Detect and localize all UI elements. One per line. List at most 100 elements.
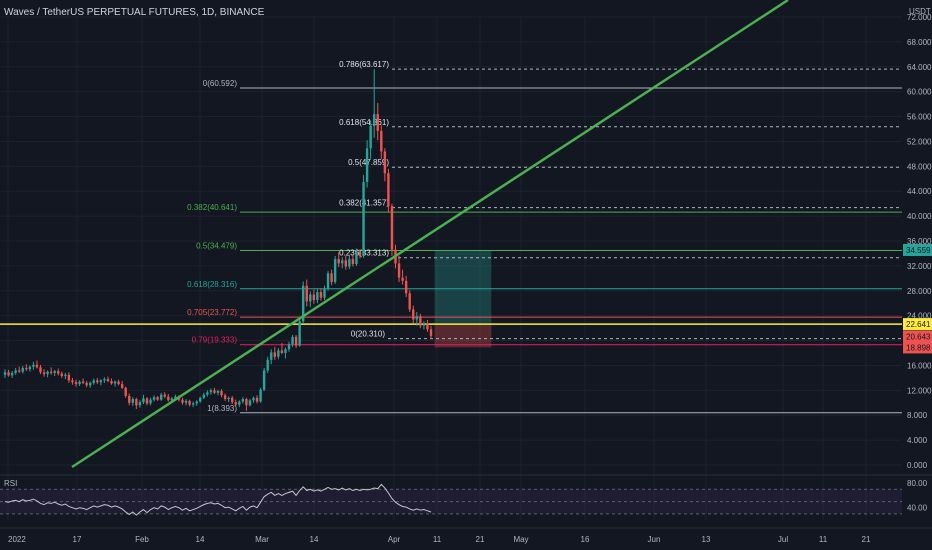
candle-body — [380, 130, 383, 152]
candle-body — [89, 382, 92, 386]
candle-body — [277, 350, 280, 357]
candle-body — [270, 352, 273, 360]
candle-body — [74, 382, 78, 385]
candle-body — [262, 370, 266, 390]
candle-body — [245, 399, 248, 406]
candle-body — [341, 260, 344, 264]
candle-body — [145, 398, 149, 404]
candle-body — [266, 359, 269, 371]
candle-body — [49, 371, 53, 373]
fib-level-label: 0.382(40.641) — [187, 203, 237, 212]
candle-body — [128, 395, 131, 403]
candle-body — [53, 371, 56, 373]
fib-dashed-label: 0.618(54.361) — [339, 118, 389, 127]
candle-body — [316, 292, 319, 301]
fib-dashed-label: 0(20.310) — [351, 330, 386, 339]
candle-body — [96, 380, 99, 383]
candle-body — [167, 396, 170, 401]
candle-body — [252, 397, 255, 401]
candle-body — [412, 309, 415, 320]
candle-body — [365, 148, 369, 182]
candle-body — [149, 399, 152, 404]
candle-body — [142, 398, 145, 403]
candle-body — [241, 399, 245, 402]
candle-body — [330, 273, 333, 283]
rsi-label: RSI — [4, 479, 17, 488]
candle-body — [78, 381, 81, 385]
candle-body — [131, 399, 134, 403]
candle-body — [71, 380, 74, 383]
x-tick-label: Apr — [388, 535, 401, 544]
rsi-pane: RSI 80.00 40.00 — [0, 474, 932, 529]
candle-body — [113, 381, 117, 384]
x-tick-label: 14 — [310, 535, 319, 544]
y-tick-label: 72.000 — [907, 13, 932, 22]
rsi-tick-label: 40.00 — [907, 504, 928, 513]
price-tag — [903, 330, 932, 343]
candle-body — [312, 294, 316, 301]
x-tick-label: 13 — [702, 535, 711, 544]
candles — [3, 69, 433, 411]
y-tick-label: 68.000 — [907, 38, 932, 47]
time-axis[interactable]: 2022 17 Feb 14 Mar 14 Apr 11 21 May 16 Jun 13 Jul 11 21 — [8, 535, 871, 544]
candle-body — [419, 316, 422, 326]
candle-body — [14, 370, 17, 373]
price-tag-label: 18.898 — [906, 343, 931, 352]
currency-label: USDT — [909, 7, 931, 16]
grid — [0, 16, 902, 520]
candle-body — [323, 288, 326, 298]
y-tick-label: 56.000 — [907, 113, 932, 122]
candle-body — [319, 292, 323, 298]
candle-body — [18, 370, 21, 372]
candle-body — [110, 381, 113, 384]
candle-body — [188, 400, 191, 405]
candle-body — [358, 251, 362, 256]
candle-body — [280, 350, 284, 353]
price-tag — [903, 341, 932, 354]
price-tag-label: 34.559 — [906, 246, 931, 255]
x-tick-label: 21 — [862, 535, 871, 544]
rsi-tick-label: 80.00 — [907, 479, 928, 488]
candle-body — [387, 173, 390, 207]
candle-body — [3, 372, 7, 375]
candle-body — [103, 379, 106, 381]
trendline-segment — [71, 0, 789, 469]
candle-body — [248, 400, 252, 406]
candle-body — [223, 395, 227, 400]
candle-body — [191, 403, 195, 405]
candle-body — [160, 394, 163, 400]
candle-body — [429, 329, 433, 337]
y-tick-label: 12.000 — [907, 386, 932, 395]
candle-body — [234, 402, 237, 405]
candle-body — [42, 372, 46, 375]
price-axis[interactable]: 0.0004.0008.00012.00016.00020.00024.0002… — [903, 7, 932, 470]
trendline[interactable] — [71, 0, 789, 469]
fib-level-label: 0.705(23.772) — [187, 308, 237, 317]
candle-body — [294, 336, 298, 346]
price-tag — [903, 318, 932, 331]
candle-body — [344, 260, 347, 267]
x-tick-label: Feb — [135, 535, 149, 544]
loss-zone — [434, 324, 492, 348]
candle-body — [284, 349, 287, 353]
candle-body — [337, 259, 340, 264]
candle-body — [422, 323, 426, 326]
candle-body — [195, 401, 198, 404]
y-tick-label: 8.000 — [907, 411, 928, 420]
candle-body — [181, 399, 184, 403]
candle-body — [309, 294, 312, 302]
x-tick-label: 17 — [73, 535, 82, 544]
fib-level-label: 0.618(28.316) — [187, 280, 237, 289]
candle-body — [369, 125, 372, 149]
price-tag-label: 20.643 — [906, 333, 931, 342]
candle-body — [305, 285, 308, 302]
candle-body — [401, 277, 404, 281]
y-tick-label: 36.000 — [907, 237, 932, 246]
candle-body — [426, 323, 429, 330]
candle-body — [117, 381, 120, 385]
candle-body — [216, 390, 220, 393]
candle-body — [85, 382, 88, 386]
candle-body — [397, 263, 401, 278]
candle-body — [231, 397, 234, 403]
